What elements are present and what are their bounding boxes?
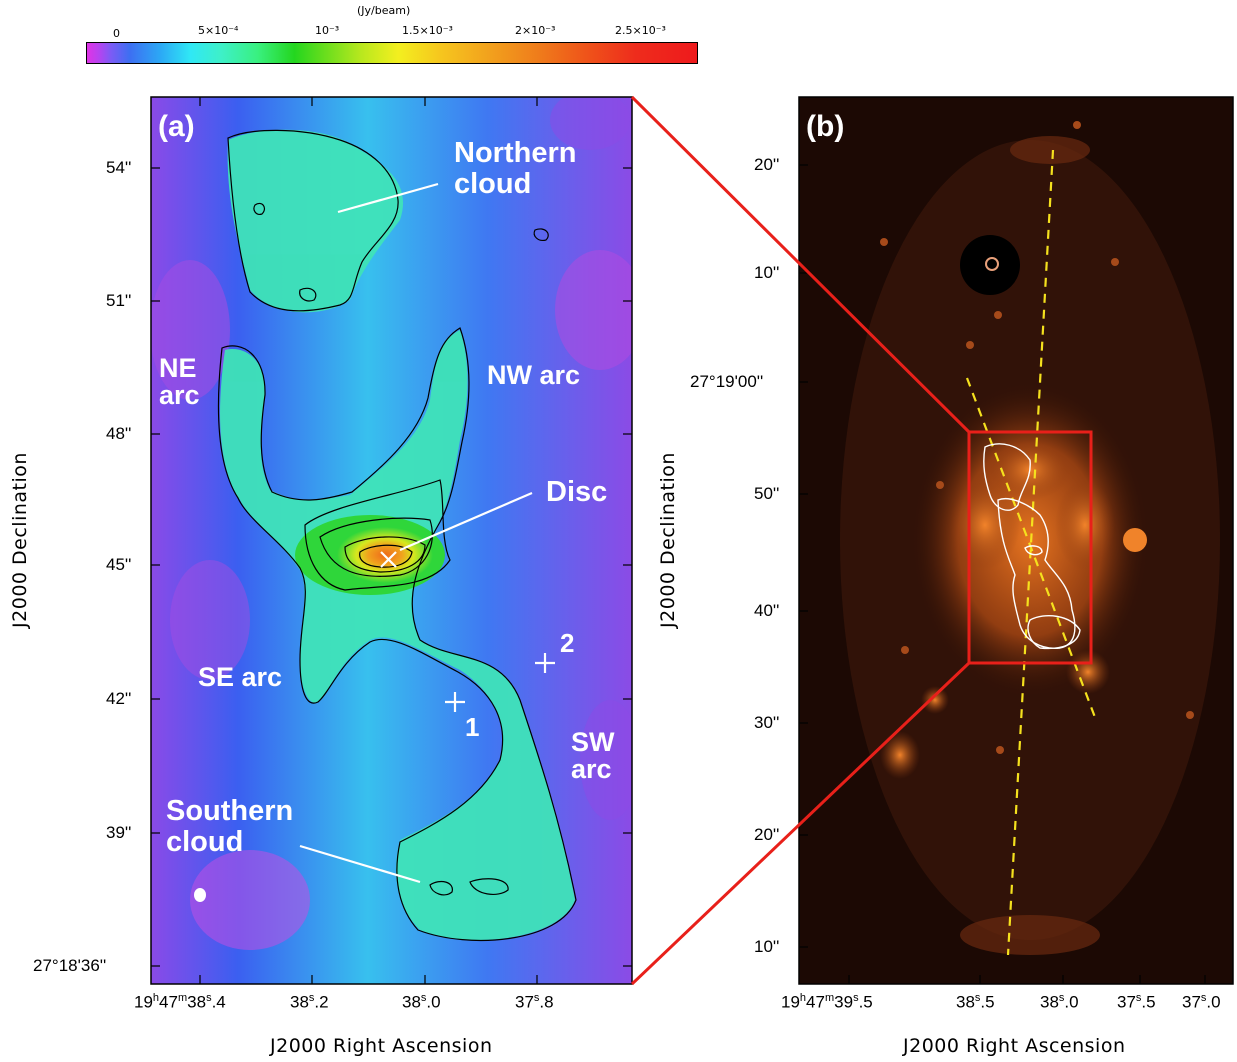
colorbar-gradient [86,42,698,64]
panel-b-ytick: 40'' [754,601,780,620]
label-sw-line2: arc [571,754,612,784]
contours-a [217,129,577,942]
colorbar-tick-5: 2.5×10⁻³ [615,24,666,37]
colorbar-tick-1: 5×10⁻⁴ [198,24,239,37]
label-ne-arc: NE arc [159,355,200,409]
label-disc: Disc [546,476,608,508]
label-ne-line2: arc [159,380,200,410]
panel-a-map [151,97,632,984]
label-ne-line1: NE [159,353,197,383]
label-southern-line2: cloud [166,826,244,858]
panel-a-ytick: 45'' [106,555,132,574]
label-sw-arc: SW arc [571,729,615,783]
zoom-box [967,430,1093,665]
panel-a-ytick: 54'' [106,158,132,177]
panel-b-xlabel: J2000 Right Ascension [903,1035,1126,1057]
panel-a-xtick-3: 37s.8 [515,992,554,1012]
pointer-northern [337,182,439,214]
label-position-1: 1 [465,712,480,742]
panel-a-ytick: 48'' [106,424,132,443]
panel-a-ytick: 51'' [106,291,132,310]
label-northern-line1: Northern [454,137,577,169]
label-se-arc: SE arc [198,662,283,692]
panel-a-xtick-2: 38s.0 [402,992,441,1012]
panel-b-ytick: 27°19'00'' [690,372,764,391]
panel-b-ylabel: J2000 Declination [657,452,679,628]
panel-a-ytick-first: 27°18'36'' [33,956,107,975]
panel-b-ytick: 20'' [754,155,780,174]
panel-b-ytick: 10'' [754,263,780,282]
panel-b-xtick-4: 37s.0 [1182,992,1221,1012]
panel-b-ytick: 10'' [754,937,780,956]
panel-b-tag: (b) [806,110,845,143]
panel-b-frame [798,96,1234,985]
colorbar-unit: (Jy/beam) [357,4,411,17]
label-nw-arc: NW arc [487,360,581,390]
beam-ellipse [194,888,206,902]
colorbar-tick-0: 0 [113,27,120,40]
colorbar-tick-2: 10⁻³ [315,24,340,37]
panel-a-xlabel: J2000 Right Ascension [270,1035,493,1057]
panel-a-tag: (a) [158,110,195,143]
panel-a-ytick: 42'' [106,689,132,708]
panel-a-ticks [151,97,632,984]
colorbar-tick-3: 1.5×10⁻³ [402,24,453,37]
contours-b [983,443,1081,650]
panel-b-image [799,97,1233,984]
zoom-connectors [630,95,971,986]
panel-b-ytick: 50'' [754,484,780,503]
panel-b-xtick-3: 37s.5 [1117,992,1156,1012]
label-southern-line1: Southern [166,795,294,827]
pointer-disc [399,491,533,552]
panel-b-ticks [799,164,1206,984]
panel-b-xtick-2: 38s.0 [1040,992,1079,1012]
colorbar [86,42,698,64]
panel-a-ytick: 39'' [106,823,132,842]
label-southern-cloud: Southern cloud [166,796,293,858]
pointer-southern [299,844,421,884]
label-northern-cloud: Northern cloud [454,138,576,200]
panel-a-ylabel: J2000 Declination [9,452,31,628]
panel-b-xtick-1: 38s.5 [956,992,995,1012]
panel-b-xtick-0: 19h47m39s.5 [781,992,873,1012]
colorbar-tick-4: 2×10⁻³ [515,24,556,37]
panel-b-ytick: 20'' [754,825,780,844]
panel-b-ytick: 30'' [754,713,780,732]
label-northern-line2: cloud [454,168,532,200]
label-sw-line1: SW [571,727,615,757]
label-position-2: 2 [560,628,575,658]
panel-a-xtick-1: 38s.2 [290,992,329,1012]
panel-a-xtick-0: 19h47m38s.4 [134,992,226,1012]
panel-a-frame [150,96,633,985]
